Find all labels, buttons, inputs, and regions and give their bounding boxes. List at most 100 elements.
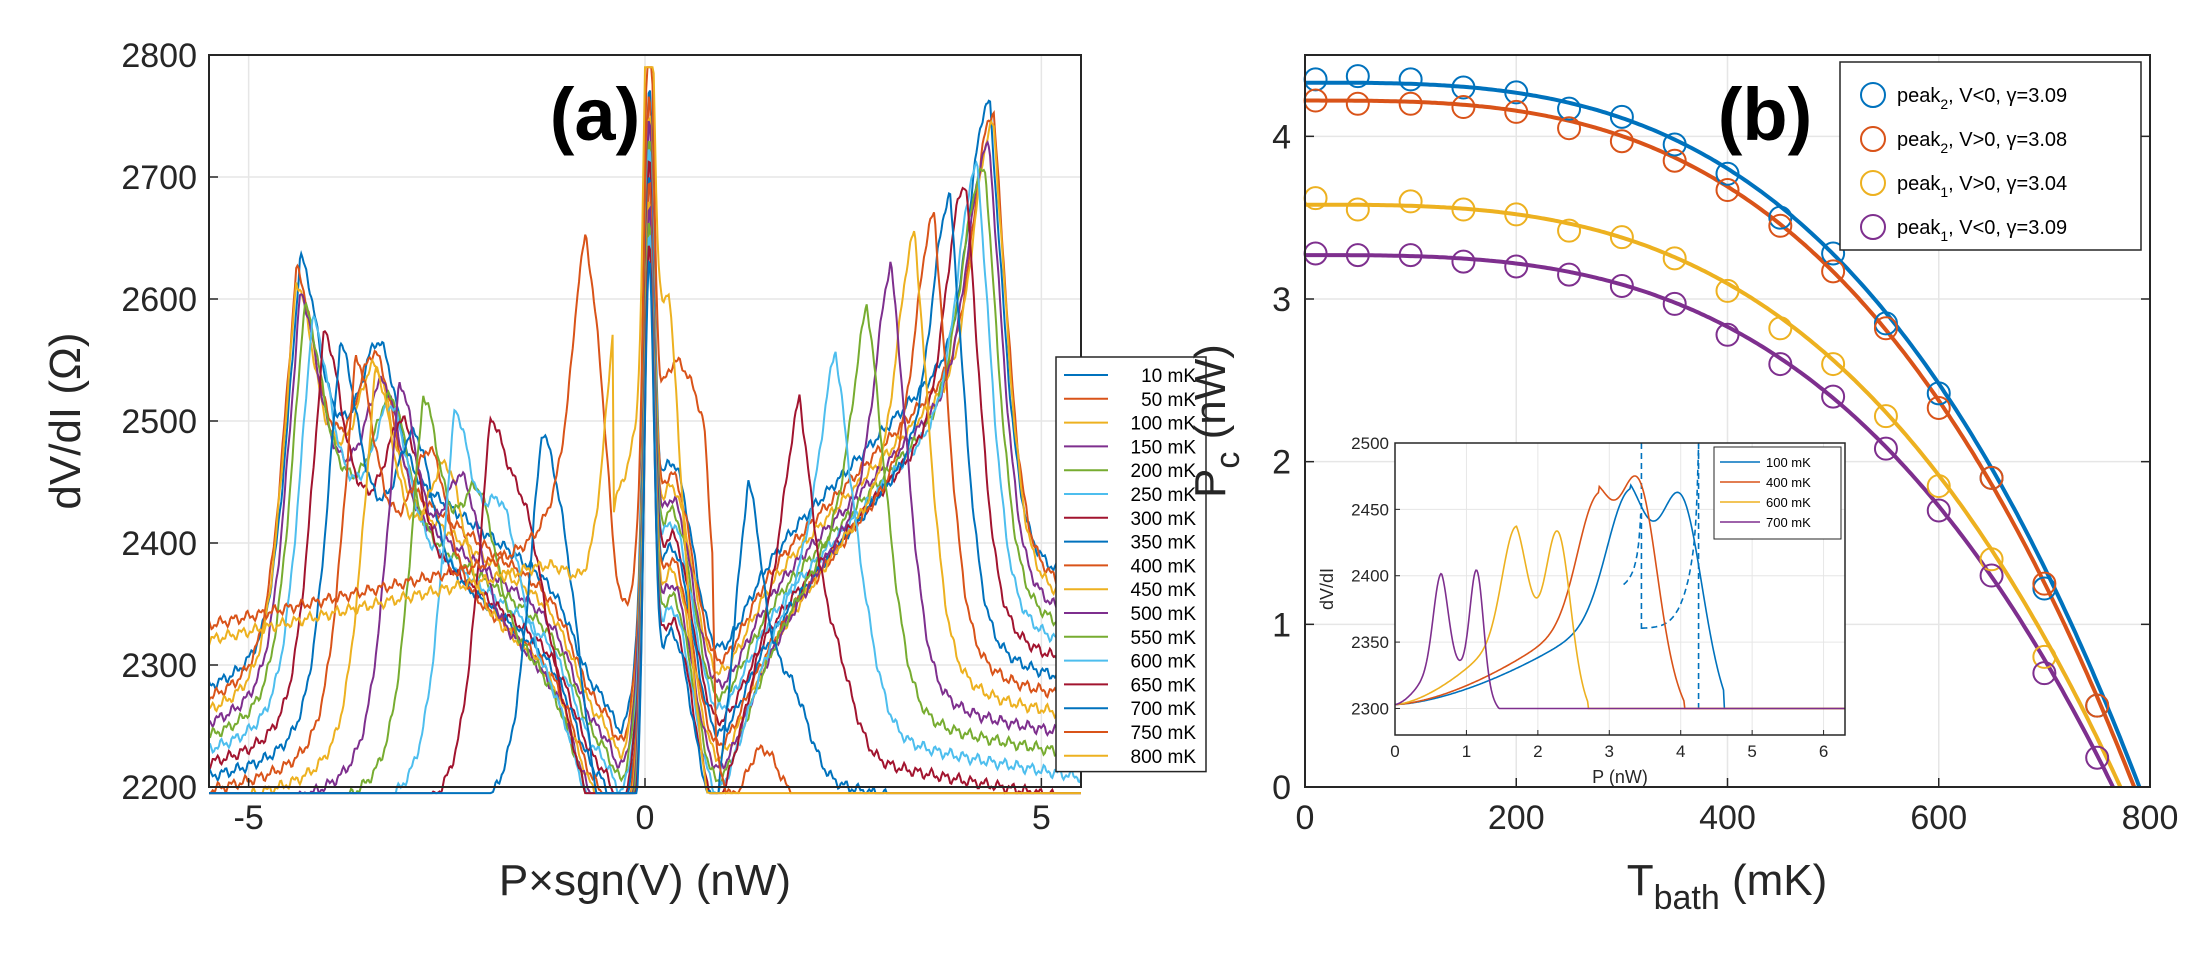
panel-a-ytick-label: 2300	[121, 647, 197, 685]
panel-b-point	[1398, 67, 1423, 92]
panel-b-ytick-label: 1	[1272, 606, 1291, 644]
inset-legend-label: 100 mK	[1766, 455, 1811, 470]
panel-b-point	[1557, 262, 1582, 287]
panel-a-ticks: -5 0 5 2200 2300 2400 2500 2600 2700 2800	[121, 37, 1050, 837]
panel-b-xlabel-sub: bath	[1654, 879, 1720, 917]
panel-b-xlabel-unit: (mK)	[1720, 856, 1828, 905]
inset-ylabel: dV/dI	[1317, 568, 1337, 610]
panel-a-ylabel: dV/dI (Ω)	[41, 332, 90, 509]
panel-b-point	[1873, 316, 1898, 341]
panel-b-legend-marker	[1860, 82, 1886, 108]
panel-b-point	[1609, 104, 1634, 129]
panel-b-point	[1345, 243, 1370, 268]
panel-b-point	[1715, 161, 1740, 186]
inset-legend-label: 700 mK	[1766, 515, 1811, 530]
panel-b-point	[1662, 291, 1687, 316]
panel-b-point	[2032, 576, 2057, 601]
panel-b-point	[1345, 64, 1370, 89]
panel-b-point	[1715, 322, 1740, 347]
panel-b-point	[1504, 254, 1529, 279]
inset-xtick-label: 6	[1819, 742, 1828, 761]
panel-b-point	[1451, 75, 1476, 100]
panel-b-xtick-label: 800	[2122, 799, 2179, 837]
inset-xtick-label: 4	[1676, 742, 1685, 761]
panel-b-point	[1345, 91, 1370, 116]
panel-a-ytick-label: 2400	[121, 525, 197, 563]
panel-b-legend-marker	[1860, 126, 1886, 152]
panel-a-xtick-label: 5	[1032, 799, 1051, 837]
inset-ytick-label: 2400	[1351, 567, 1389, 586]
inset-xtick-label: 3	[1605, 742, 1614, 761]
panel-b-point	[2085, 693, 2110, 718]
panel-b-xtick-label: 0	[1296, 799, 1315, 837]
panel-b-point	[1873, 436, 1898, 461]
panel-b-ylabel-main: P	[1186, 469, 1235, 498]
panel-b-point	[1398, 243, 1423, 268]
panel-b-point	[1662, 132, 1687, 157]
panel-b-point	[1768, 213, 1793, 238]
panel-b-point	[1979, 547, 2004, 572]
panel-b-xtick-label: 600	[1910, 799, 1967, 837]
panel-a-legend-label: 50 mK	[1141, 390, 1196, 411]
panel-b-point	[1504, 80, 1529, 105]
panel-b-ytick-label: 4	[1272, 118, 1291, 156]
panel-b-xlabel: Tbath (mK)	[1627, 856, 1828, 917]
panel-a-legend-label: 300 mK	[1131, 509, 1197, 530]
panel-b-point	[1821, 384, 1846, 409]
panel-b-point	[1398, 91, 1423, 116]
panel-b-legend-label-sub: 2	[1940, 140, 1948, 156]
panel-b-xlabel-main: T	[1627, 856, 1654, 905]
panel-a-legend-label: 750 mK	[1131, 723, 1197, 744]
panel-b-ytick-label: 3	[1272, 281, 1291, 319]
panel-b-point	[1979, 465, 2004, 490]
panel-b-point	[1609, 273, 1634, 298]
panel-b-legend-label: peak2, V>0, γ=3.08	[1897, 129, 2067, 156]
inset-ytick-label: 2300	[1351, 699, 1389, 718]
panel-b-point	[1873, 311, 1898, 336]
panel-a-legend-label: 500 mK	[1131, 604, 1197, 625]
inset-ytick-label: 2500	[1351, 434, 1389, 453]
panel-b-point	[1926, 381, 1951, 406]
panel-b-point	[2032, 571, 2057, 596]
panel-b-fit-3	[1305, 253, 2115, 788]
inset-dashed-ideal	[1641, 444, 1700, 629]
inset-xlabel: P (nW)	[1592, 767, 1648, 787]
inset-frame	[1394, 442, 1846, 736]
panel-a-legend-label: 700 mK	[1131, 699, 1197, 720]
panel-b-point	[1504, 202, 1529, 227]
panel-b-legend-label-main: peak	[1897, 217, 1941, 239]
panel-a-legend-box	[1055, 356, 1207, 773]
panel-b-ylabel-sub: c	[1209, 452, 1247, 469]
inset-xtick-label: 0	[1390, 742, 1399, 761]
panel-b-legend-box	[1839, 61, 2142, 251]
panel-b-point	[1451, 197, 1476, 222]
inset-ticks: 0 1 2 3 4 5 6 2300 2350 2400 2450 2500	[1351, 434, 1828, 761]
panel-b-legend-marker	[1860, 214, 1886, 240]
panel-a-legend-label: 200 mK	[1131, 461, 1197, 482]
panel-b-point	[1715, 178, 1740, 203]
panel-a-line-800-mK	[208, 66, 1081, 795]
panel-b-legend-label-sub: 2	[1940, 96, 1948, 112]
panel-b-legend-label-main: peak	[1897, 173, 1941, 195]
panel-b-point	[2032, 661, 2057, 686]
panel-b-ticks: 0 200 400 600 800 0 1 2 3 4	[1272, 118, 2178, 837]
panel-b-point	[1926, 474, 1951, 499]
panel-a-legend-label: 650 mK	[1131, 675, 1197, 696]
panel-b-point	[1873, 404, 1898, 429]
inset-ytick-label: 2350	[1351, 633, 1389, 652]
panel-b-points	[1303, 64, 2110, 770]
panel-a-legend-label: 400 mK	[1131, 556, 1197, 577]
panel-b-legend-label: peak2, V<0, γ=3.09	[1897, 85, 2067, 112]
inset-xtick-label: 2	[1533, 742, 1542, 761]
panel-b-point	[1926, 395, 1951, 420]
panel-b-legend-label: peak1, V<0, γ=3.09	[1897, 217, 2067, 244]
inset-xtick-label: 1	[1462, 742, 1471, 761]
panel-b-legend-label-main: peak	[1897, 85, 1941, 107]
panel-b-legend-label-main: peak	[1897, 129, 1941, 151]
inset-series	[1394, 443, 1845, 710]
panel-b-point	[1504, 99, 1529, 124]
panel-a-legend-label: 350 mK	[1131, 533, 1197, 554]
panel-a-legend-label: 250 mK	[1131, 485, 1197, 506]
panel-a-xtick-label: -5	[234, 799, 264, 837]
panel-b-point	[2032, 644, 2057, 669]
